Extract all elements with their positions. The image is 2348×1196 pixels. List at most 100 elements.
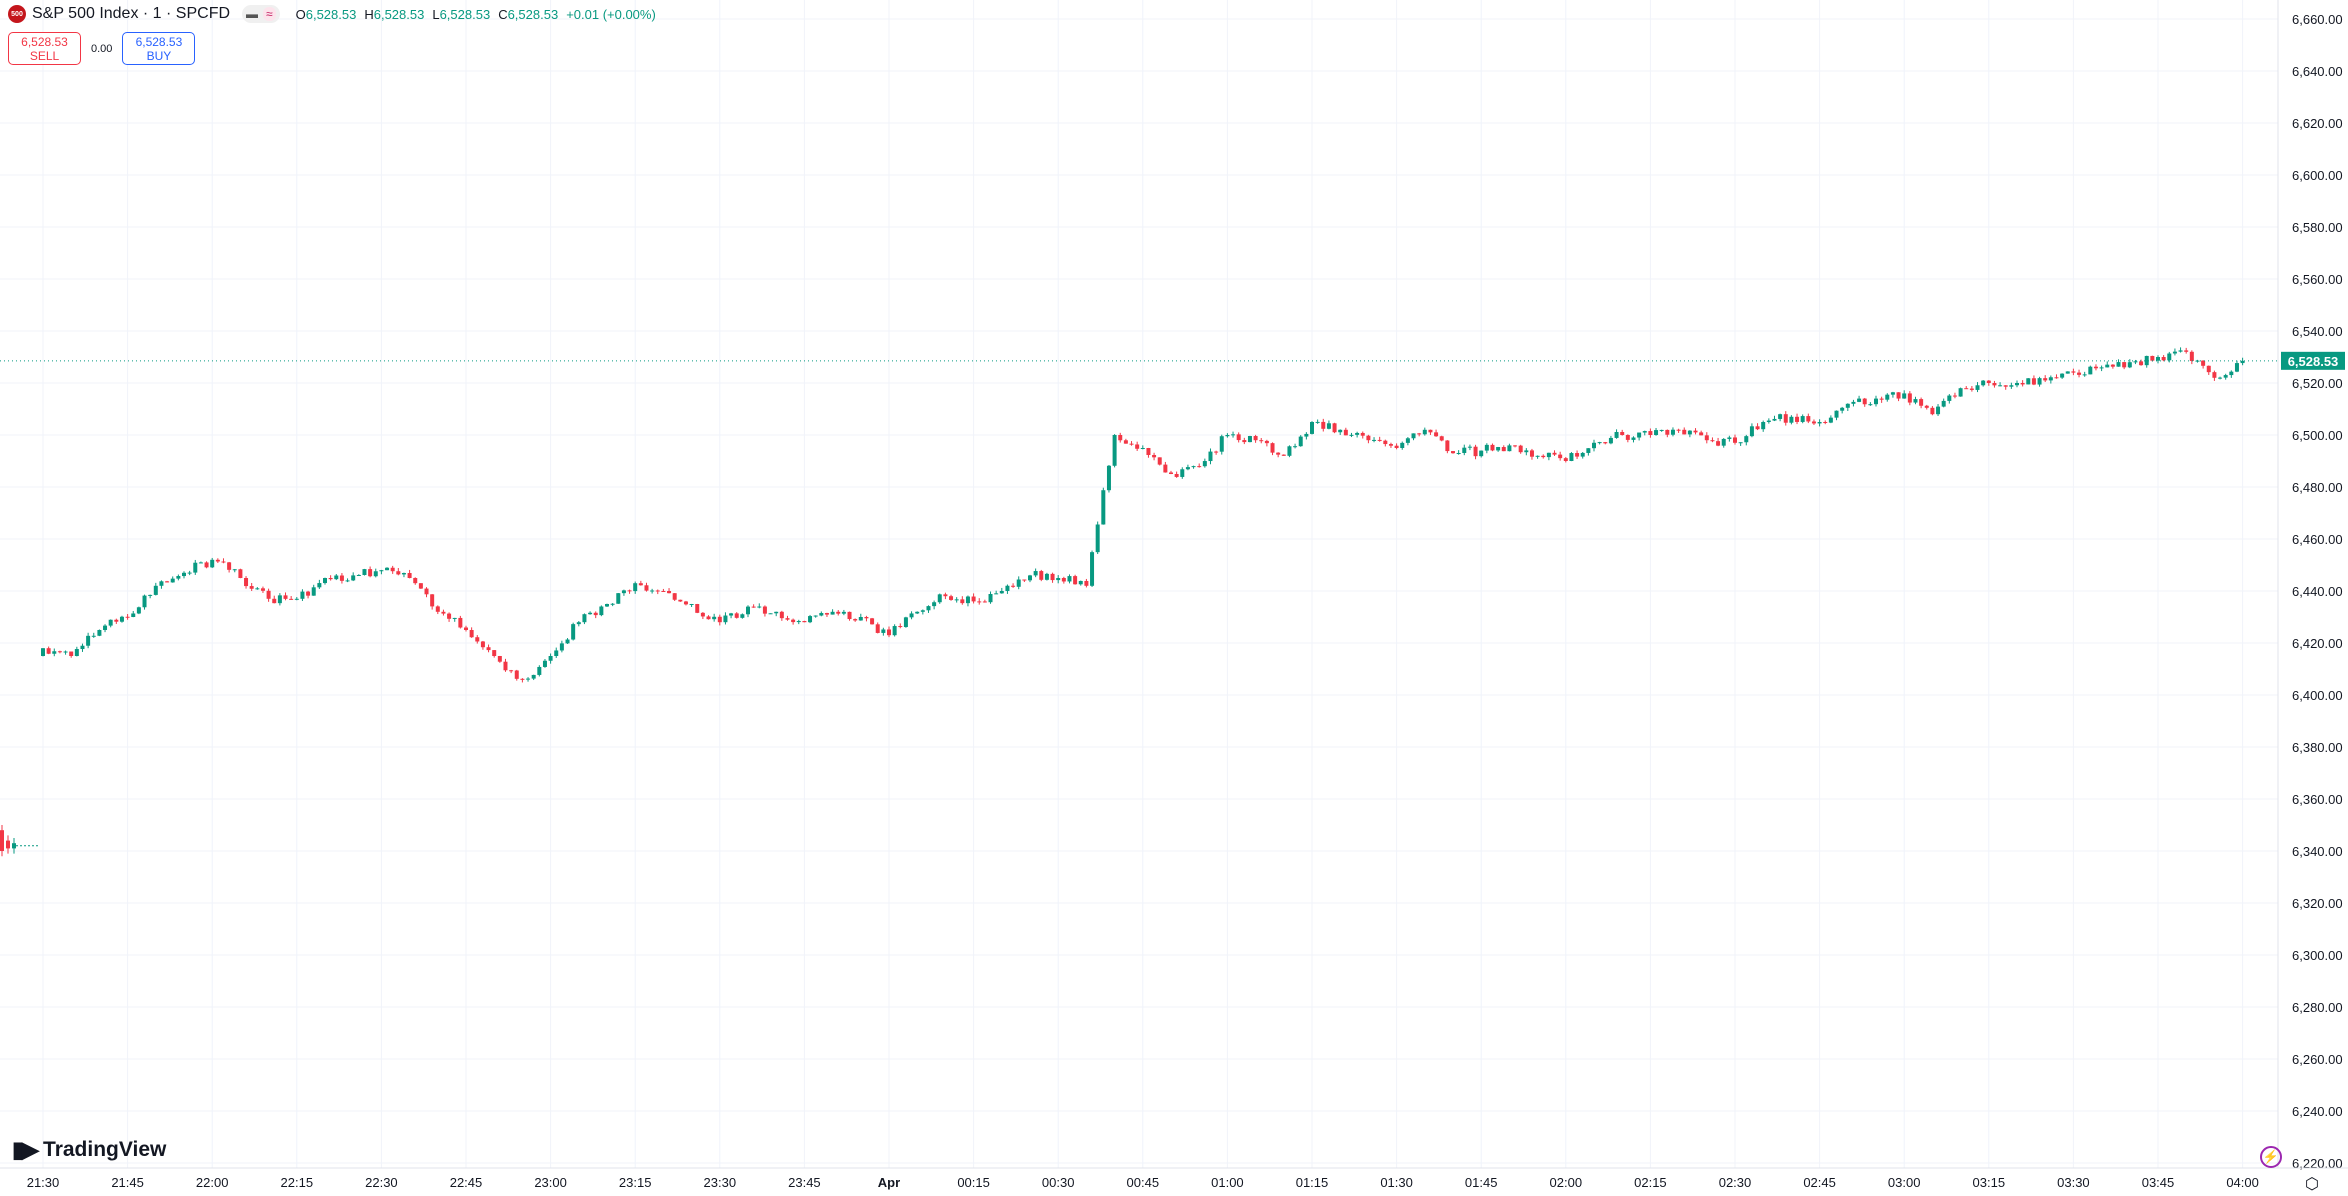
- candle-body: [633, 583, 638, 592]
- time-tick-label: 01:00: [1211, 1175, 1244, 1190]
- candle-body: [2077, 372, 2082, 375]
- candle-body: [1236, 434, 1241, 441]
- candle-body: [1913, 399, 1918, 403]
- candle-body: [1733, 437, 1737, 443]
- candle-body: [1208, 451, 1213, 462]
- candle-body: [469, 630, 474, 638]
- time-tick-label: Apr: [878, 1175, 900, 1190]
- candle-body: [683, 601, 688, 605]
- candle-body: [650, 590, 655, 592]
- candle-body: [1197, 466, 1202, 468]
- candle-body: [2099, 367, 2104, 369]
- candle-body: [232, 569, 237, 571]
- minus-icon: ▬: [246, 7, 259, 21]
- candle-body: [1586, 448, 1591, 453]
- candle-body: [1016, 579, 1021, 587]
- candle-body: [1766, 420, 1771, 422]
- candle-body: [283, 595, 288, 599]
- candle-body: [390, 567, 395, 572]
- candle-body: [2167, 353, 2172, 361]
- candle-body: [1552, 452, 1557, 455]
- sell-button[interactable]: 6,528.53 SELL: [8, 32, 81, 65]
- candle-body: [1011, 585, 1016, 587]
- symbol-logo: 500: [8, 5, 26, 23]
- candle-body: [266, 590, 271, 599]
- symbol-title[interactable]: S&P 500 Index · 1 · SPCFD: [32, 5, 231, 22]
- candle-body: [1828, 417, 1833, 423]
- candle-body: [1755, 426, 1760, 430]
- open-value: 6,528.53: [305, 6, 357, 22]
- price-tick-label: 6,320.00: [2292, 896, 2343, 911]
- candle-body: [971, 596, 976, 602]
- candle-body: [86, 635, 91, 646]
- candle-body: [813, 615, 818, 617]
- tradingview-logo[interactable]: ▮▶ TradingView: [12, 1137, 167, 1162]
- candle-body: [1214, 451, 1219, 453]
- candle-body: [362, 569, 367, 575]
- candle-body: [2031, 378, 2036, 385]
- candle-body: [1958, 388, 1963, 397]
- candle-body: [1868, 404, 1873, 406]
- time-tick-label: 02:45: [1803, 1175, 1836, 1190]
- candle-body: [802, 621, 807, 623]
- candle-body: [300, 591, 305, 599]
- candle-body: [706, 616, 711, 620]
- candle-body: [2122, 362, 2127, 368]
- candle-body: [1281, 454, 1286, 456]
- candle-body: [1716, 441, 1721, 446]
- candle-body: [982, 601, 987, 603]
- candle-body: [1885, 394, 1890, 400]
- candle-body: [1039, 571, 1044, 580]
- candle-body: [1383, 440, 1388, 445]
- candle-body: [1761, 422, 1766, 430]
- candle-body: [746, 606, 750, 615]
- price-tick-label: 6,440.00: [2292, 584, 2343, 599]
- candle-body: [198, 562, 203, 564]
- candle-body: [932, 602, 937, 607]
- candle-body: [610, 603, 615, 605]
- candle-body: [356, 574, 361, 576]
- candle-body: [791, 619, 796, 623]
- price-tick-label: 6,500.00: [2292, 428, 2343, 443]
- candle-body: [898, 626, 903, 628]
- candle-body: [864, 617, 869, 619]
- candle-body: [520, 678, 525, 680]
- candle-body: [1090, 552, 1095, 586]
- candle-body: [678, 599, 683, 602]
- candle-body: [740, 614, 745, 618]
- time-tick-label: 02:00: [1550, 1175, 1583, 1190]
- candle-body: [565, 639, 570, 644]
- candle-body: [1462, 447, 1467, 453]
- candle-body: [2212, 372, 2217, 378]
- time-tick-label: 23:00: [534, 1175, 567, 1190]
- time-tick-label: 01:15: [1296, 1175, 1329, 1190]
- candle-body: [1749, 426, 1754, 437]
- candle-body: [1924, 405, 1929, 408]
- settings-icon[interactable]: ⬡: [2305, 1176, 2319, 1193]
- candle-body: [1806, 416, 1811, 422]
- candle-body: [1152, 454, 1157, 458]
- candle-body: [1592, 442, 1596, 449]
- candle-body: [1247, 436, 1252, 443]
- candle-body: [1727, 437, 1732, 439]
- candle-body: [1044, 573, 1049, 580]
- tv-logo-icon: ▮▶: [12, 1137, 39, 1162]
- lightning-icon[interactable]: ⚡: [2260, 1146, 2282, 1168]
- legend-header: 500 S&P 500 Index · 1 · SPCFD ▬ ≈ O6,528.…: [8, 5, 656, 23]
- candle-body: [1670, 429, 1675, 435]
- price-tick-label: 6,360.00: [2292, 792, 2343, 807]
- candle-body: [1451, 451, 1455, 454]
- candle-body: [994, 593, 999, 595]
- candle-body: [1056, 578, 1061, 581]
- buy-button[interactable]: 6,528.53 BUY: [122, 32, 196, 65]
- candle-body: [255, 588, 260, 590]
- candle-body: [1005, 585, 1010, 591]
- candle-body: [497, 656, 502, 662]
- market-status-pill[interactable]: ▬ ≈: [242, 5, 280, 23]
- candle-body: [2201, 360, 2206, 366]
- ohlc-values: O6,528.53 H6,528.53 L6,528.53 C6,528.53 …: [295, 6, 656, 22]
- candle-body: [903, 617, 908, 628]
- candle-body: [1535, 455, 1540, 457]
- candle-body: [729, 613, 734, 616]
